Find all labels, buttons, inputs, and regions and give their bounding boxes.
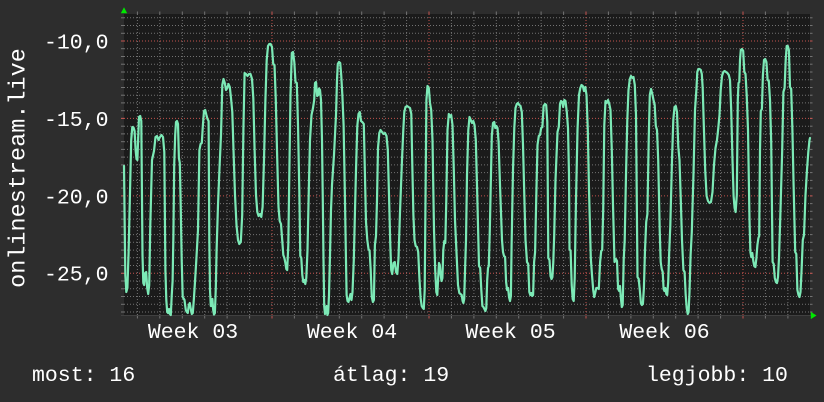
svg-text:-15,0: -15,0 — [44, 109, 109, 133]
svg-text:onlinestream.live: onlinestream.live — [6, 48, 33, 288]
svg-text:átlag: 19: átlag: 19 — [333, 364, 449, 388]
svg-text:-25,0: -25,0 — [44, 264, 109, 288]
svg-text:-10,0: -10,0 — [44, 31, 109, 55]
svg-text:Week 03: Week 03 — [148, 321, 238, 345]
svg-text:Week 06: Week 06 — [619, 321, 709, 345]
svg-text:Week 04: Week 04 — [307, 321, 397, 345]
svg-text:most: 16: most: 16 — [32, 364, 135, 388]
svg-text:-20,0: -20,0 — [44, 186, 109, 210]
svg-text:legjobb: 10: legjobb: 10 — [646, 364, 788, 388]
svg-text:Week 05: Week 05 — [465, 321, 555, 345]
